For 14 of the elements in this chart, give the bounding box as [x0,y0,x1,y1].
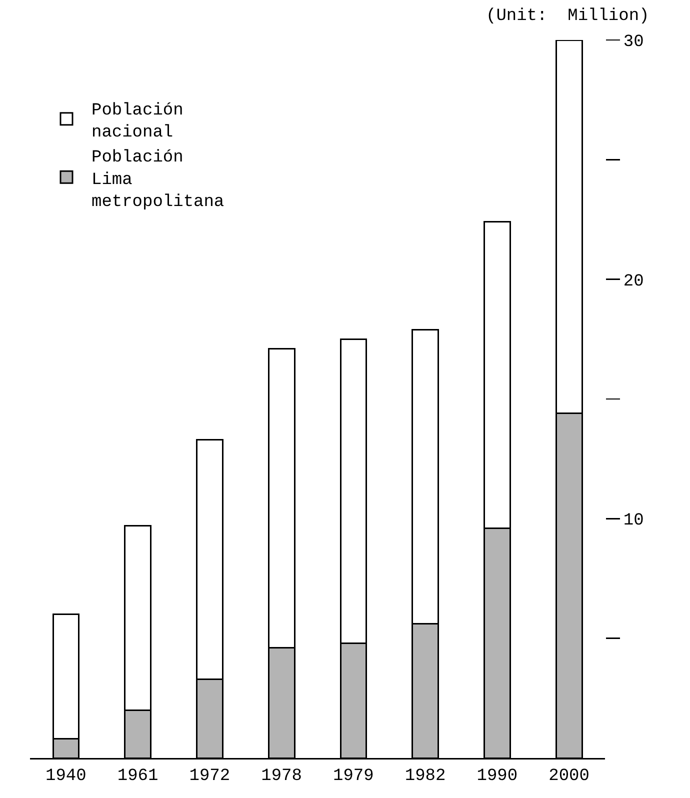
legend-label: Población nacional [92,101,184,143]
x-tick-label: 1972 [189,766,230,786]
x-tick-label: 1940 [46,766,86,786]
x-tick-label: 1990 [476,766,518,786]
x-tick-label: 1978 [261,766,302,786]
legend-label: Población Lima metropolitana [92,148,224,212]
x-tick-label: 1982 [404,766,446,786]
y-tick-label: 30 [623,32,644,52]
y-tick-label: 20 [623,272,644,292]
x-tick-label: 2000 [548,766,590,786]
y-tick-label: 10 [623,512,644,531]
x-tick-label: 1961 [117,766,158,786]
y-axis-title: (Unit: Million) [486,7,650,26]
x-tick-label: 1979 [333,766,374,786]
